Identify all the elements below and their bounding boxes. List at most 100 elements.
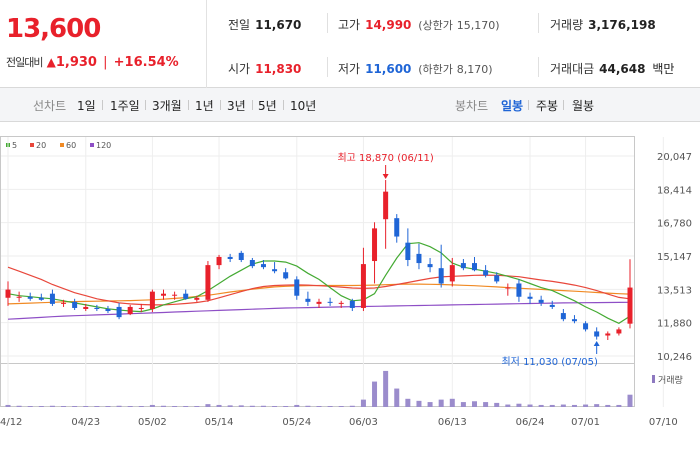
y-tick-label: 13,513 bbox=[657, 285, 692, 296]
separator bbox=[528, 100, 529, 110]
volume-bar bbox=[72, 406, 78, 407]
min-annotation-arrowhead bbox=[593, 341, 600, 347]
y-tick-label: 11,880 bbox=[657, 319, 692, 330]
volume-bar bbox=[194, 406, 200, 407]
candle-body bbox=[483, 270, 489, 276]
open-value: 11,830 bbox=[255, 62, 302, 76]
period-3y-button[interactable]: 3년 bbox=[227, 99, 246, 113]
candle-body bbox=[516, 283, 522, 297]
candle-body bbox=[205, 265, 211, 300]
candle-body bbox=[460, 263, 466, 269]
candle-body bbox=[194, 297, 200, 300]
volume-legend-label: 거래량 bbox=[658, 374, 683, 386]
candle-body bbox=[38, 297, 44, 300]
x-tick-label: 07/01 bbox=[571, 417, 600, 428]
volume-bar bbox=[316, 406, 322, 407]
candle-weekly-button[interactable]: 주봉 bbox=[536, 99, 559, 113]
current-price: 13,600 bbox=[6, 14, 101, 44]
period-10y-button[interactable]: 10년 bbox=[290, 99, 317, 113]
candle-body bbox=[438, 268, 444, 284]
volume-bar bbox=[516, 403, 522, 407]
candle-body bbox=[105, 308, 111, 312]
change-rate: +16.54% bbox=[113, 55, 179, 70]
candle-body bbox=[360, 264, 366, 308]
period-3m-button[interactable]: 3개월 bbox=[152, 99, 182, 113]
y-tick-label: 16,780 bbox=[657, 219, 692, 230]
upper-limit-label: (상한가 bbox=[418, 19, 453, 32]
lower-limit-value: 8,170) bbox=[456, 63, 493, 76]
period-1w-button[interactable]: 1주일 bbox=[110, 99, 140, 113]
candle-body bbox=[372, 228, 378, 262]
open-cell: 시가 11,830 bbox=[228, 60, 301, 77]
volume-bar bbox=[460, 402, 466, 407]
x-tick-label: 04/12 bbox=[0, 417, 22, 428]
candle-body bbox=[161, 293, 166, 296]
upper-limit-value: 15,170) bbox=[456, 19, 500, 32]
period-5y-button[interactable]: 5년 bbox=[258, 99, 277, 113]
volume-bar bbox=[494, 402, 500, 407]
candle-body bbox=[305, 298, 311, 302]
volume-bar bbox=[549, 404, 555, 407]
candle-body bbox=[49, 293, 55, 304]
high-cell: 고가 14,990 (상한가 15,170) bbox=[338, 16, 500, 33]
line-chart-label: 선차트 bbox=[33, 99, 67, 113]
prev-close-cell: 전일 11,670 bbox=[228, 16, 301, 33]
candle-body bbox=[260, 264, 266, 268]
amount-label: 거래대금 bbox=[550, 62, 595, 76]
volume-bar bbox=[383, 370, 389, 407]
volume-bar bbox=[483, 402, 489, 407]
period-1d-button[interactable]: 1일 bbox=[77, 99, 96, 113]
amount-unit: 백만 bbox=[652, 62, 675, 76]
volume-bar bbox=[83, 406, 89, 407]
open-label: 시가 bbox=[228, 62, 251, 76]
x-tick-label: 06/24 bbox=[516, 417, 545, 428]
volume-bar bbox=[205, 404, 211, 407]
volume-bar bbox=[449, 398, 455, 407]
price-box: 13,600 전일대비 ▲1,930 | +16.54% bbox=[0, 0, 207, 88]
high-value: 14,990 bbox=[365, 18, 412, 32]
volume-bar bbox=[272, 406, 278, 407]
divider bbox=[327, 57, 328, 77]
candle-daily-button[interactable]: 일봉 bbox=[501, 99, 524, 113]
candle-monthly-button[interactable]: 월봉 bbox=[572, 99, 595, 113]
legend-label-5: 5 bbox=[12, 141, 17, 150]
candle-body bbox=[61, 302, 67, 304]
volume-bar bbox=[216, 404, 222, 407]
divider bbox=[538, 57, 539, 77]
change-label: 전일대비 bbox=[6, 56, 43, 69]
candle-body bbox=[549, 304, 555, 307]
volume-bar bbox=[505, 404, 511, 407]
separator bbox=[220, 100, 221, 110]
volume-bar bbox=[249, 405, 255, 407]
legend-swatch-60 bbox=[60, 143, 64, 147]
volume-bar bbox=[238, 405, 244, 407]
volume-cell: 거래량 3,176,198 bbox=[550, 16, 656, 33]
low-cell: 저가 11,600 (하한가 8,170) bbox=[338, 60, 493, 77]
candle-body bbox=[238, 252, 244, 261]
volume-bar bbox=[172, 406, 178, 407]
candle-body bbox=[172, 294, 178, 296]
y-tick-label: 18,414 bbox=[657, 185, 692, 196]
candle-body bbox=[494, 275, 500, 282]
amount-value: 44,648 bbox=[599, 62, 646, 76]
candle-body bbox=[83, 306, 89, 309]
volume-bar bbox=[416, 400, 422, 407]
candle-chart-label: 봉차트 bbox=[455, 99, 489, 113]
change-amount: 1,930 bbox=[55, 55, 97, 70]
volume-bar bbox=[372, 381, 378, 407]
candle-body bbox=[427, 264, 433, 268]
volume-bar bbox=[472, 401, 477, 407]
candle-body bbox=[327, 301, 333, 303]
period-1y-button[interactable]: 1년 bbox=[195, 99, 214, 113]
volume-bar bbox=[627, 394, 633, 407]
separator bbox=[252, 100, 253, 110]
volume-bar bbox=[5, 404, 11, 407]
candle-body bbox=[16, 296, 22, 298]
x-tick-label: 05/14 bbox=[205, 417, 234, 428]
volume-bar bbox=[538, 404, 544, 407]
x-tick-label: 07/10 bbox=[649, 417, 678, 428]
x-tick-label: 04/23 bbox=[71, 417, 100, 428]
lower-limit-label: (하한가 bbox=[418, 63, 453, 76]
candle-body bbox=[594, 331, 600, 337]
volume-bar bbox=[360, 399, 366, 407]
